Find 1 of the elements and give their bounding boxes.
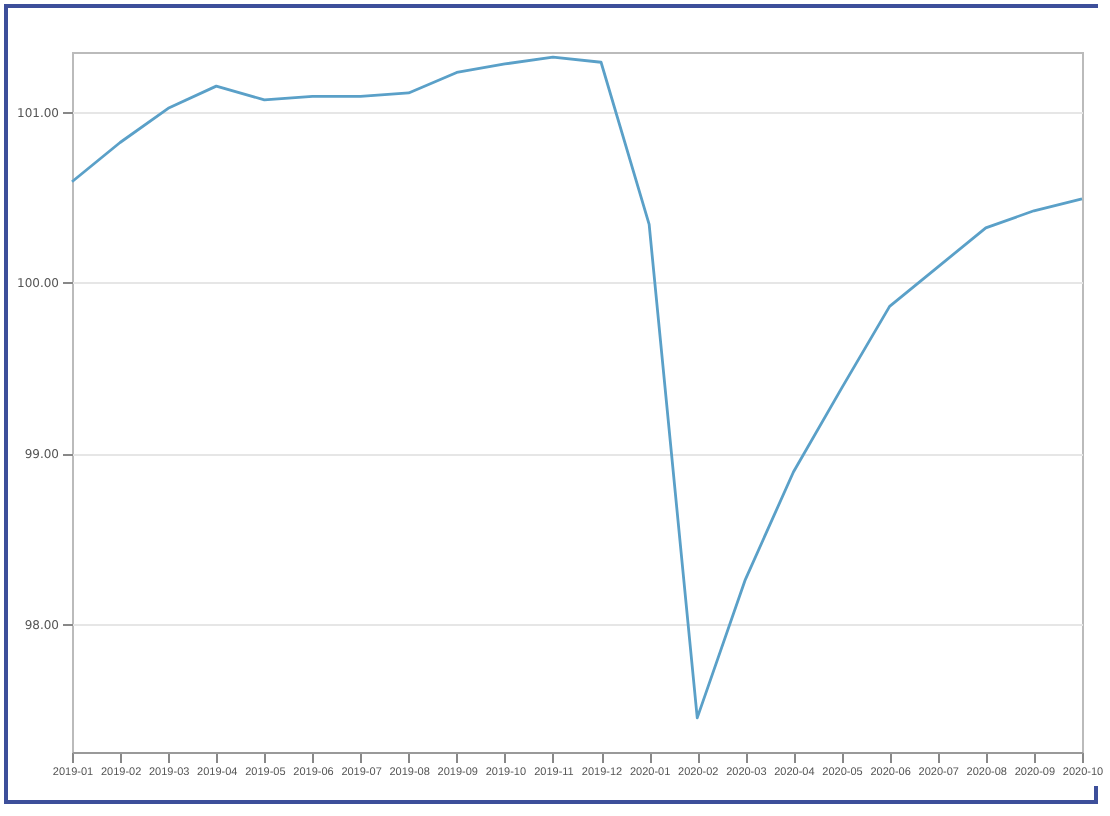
line-series [70,55,1084,720]
